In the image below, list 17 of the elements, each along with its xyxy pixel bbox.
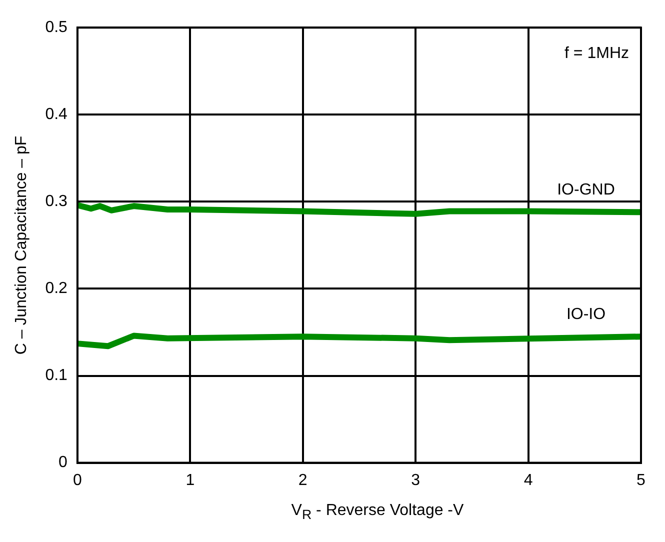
y-axis-title: C – Junction Capacitance – pF [13,136,30,355]
x-tick-label: 5 [636,472,646,489]
x-tick-label: 1 [186,472,195,489]
x-tick-label: 4 [524,472,533,489]
x-tick-label: 3 [411,472,420,489]
x-tick-label: 2 [298,472,308,489]
annotation: f = 1MHz [564,45,629,62]
series-label: IO-GND [557,182,615,199]
x-tick-label: 0 [72,472,82,489]
y-tick-label: 0.1 [45,367,68,384]
x-axis-title: V$_{R}$ - Reverse Voltage -V [290,502,465,522]
y-tick-label: 0.5 [45,19,68,36]
y-tick-label: 0.3 [45,193,68,210]
y-tick-label: 0 [58,454,68,472]
series-label: IO-IO [566,306,606,323]
y-tick-label: 0.4 [45,106,68,124]
y-tick-label: 0.2 [45,280,68,298]
